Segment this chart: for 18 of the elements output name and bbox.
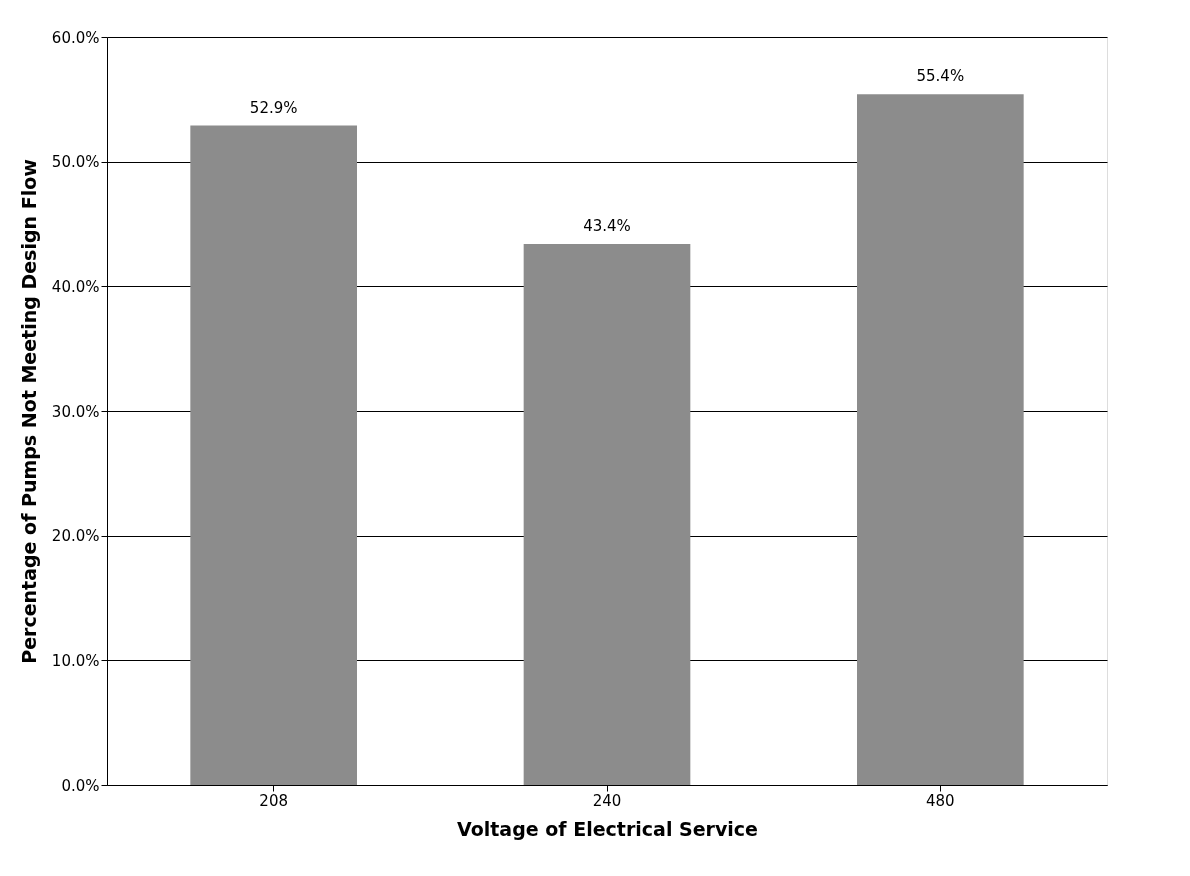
y-tick-label: 30.0% bbox=[51, 402, 100, 421]
bar bbox=[857, 94, 1024, 785]
x-tick-label: 240 bbox=[592, 791, 622, 810]
y-tick-label: 10.0% bbox=[51, 651, 100, 670]
x-tick-label: 208 bbox=[259, 791, 288, 810]
data-label: 55.4% bbox=[916, 67, 965, 86]
y-tick-label: 40.0% bbox=[51, 277, 100, 296]
y-tick-label: 20.0% bbox=[51, 527, 100, 546]
y-tick-label: 0.0% bbox=[61, 776, 100, 795]
y-axis-title: Percentage of Pumps Not Meeting Design Flow bbox=[17, 159, 40, 664]
data-label: 43.4% bbox=[583, 216, 631, 235]
bar bbox=[190, 125, 357, 785]
data-label: 52.9% bbox=[249, 98, 298, 117]
x-tick-label: 480 bbox=[926, 791, 955, 810]
bar bbox=[523, 243, 691, 785]
y-tick-label: 60.0% bbox=[51, 28, 100, 47]
x-axis-title: Voltage of Electrical Service bbox=[457, 817, 758, 840]
y-tick-label: 50.0% bbox=[51, 153, 100, 172]
